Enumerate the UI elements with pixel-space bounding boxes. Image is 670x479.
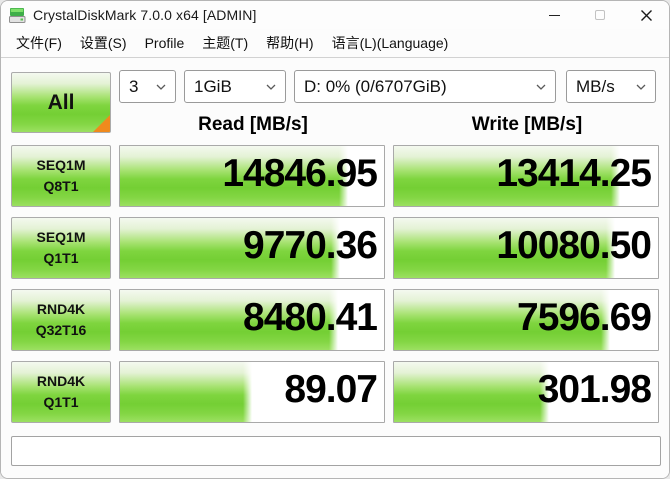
result-row-rnd4k-q1t1: RND4K Q1T1 89.07 301.98: [11, 361, 659, 423]
test-name: SEQ1M: [36, 157, 86, 173]
menu-profile[interactable]: Profile: [144, 35, 185, 51]
test-count-select[interactable]: 3: [119, 70, 176, 103]
read-result-cell: 9770.36: [119, 217, 385, 279]
read-result-cell: 8480.41: [119, 289, 385, 351]
test-queue-thread: Q1T1: [43, 250, 79, 266]
write-bar: [394, 146, 621, 206]
target-drive-value: D: 0% (0/6707GiB): [304, 76, 447, 96]
test-button-seq1m-q8t1[interactable]: SEQ1M Q8T1: [11, 145, 111, 207]
comment-input[interactable]: [11, 436, 661, 466]
write-result-cell: 301.98: [393, 361, 659, 423]
write-result-cell: 7596.69: [393, 289, 659, 351]
write-value: 10080.50: [496, 224, 652, 268]
settings-row: 3 1GiB D: 0% (0/6707GiB) MB/s: [119, 70, 656, 103]
minimize-icon: [548, 14, 560, 16]
test-button-rnd4k-q32t16[interactable]: RND4K Q32T16: [11, 289, 111, 351]
all-test-label: All: [47, 90, 75, 114]
test-queue-thread: Q8T1: [43, 178, 79, 194]
client-area: All 3 1GiB D: 0% (0/6707GiB) MB/s Read […: [1, 58, 669, 478]
menu-settings[interactable]: 设置(S): [79, 35, 127, 51]
write-bar: [394, 290, 610, 350]
close-button[interactable]: [623, 1, 669, 29]
title-bar: CrystalDiskMark 7.0.0 x64 [ADMIN]: [1, 1, 669, 29]
chevron-down-icon: [156, 84, 166, 90]
minimize-button[interactable]: [531, 1, 577, 29]
read-value: 8480.41: [243, 296, 378, 340]
write-column-header: Write [MB/s]: [471, 114, 583, 135]
result-row-seq1m-q1t1: SEQ1M Q1T1 9770.36 10080.50: [11, 217, 659, 279]
read-result-cell: 14846.95: [119, 145, 385, 207]
maximize-icon: [595, 10, 605, 20]
results-table: SEQ1M Q8T1 14846.95 13414.25 SEQ1M Q1T1: [11, 145, 659, 433]
read-column-header: Read [MB/s]: [198, 114, 308, 135]
read-value: 14846.95: [222, 152, 378, 196]
test-button-seq1m-q1t1[interactable]: SEQ1M Q1T1: [11, 217, 111, 279]
unit-select[interactable]: MB/s: [566, 70, 656, 103]
test-size-value: 1GiB: [194, 76, 232, 96]
write-value: 13414.25: [496, 152, 652, 196]
test-name: RND4K: [36, 373, 86, 389]
write-bar: [394, 362, 549, 422]
test-count-value: 3: [129, 76, 139, 96]
unit-value: MB/s: [576, 76, 615, 96]
menu-file[interactable]: 文件(F): [16, 35, 62, 51]
write-value: 301.98: [537, 368, 652, 412]
read-value: 89.07: [284, 368, 378, 412]
write-result-cell: 13414.25: [393, 145, 659, 207]
read-result-cell: 89.07: [119, 361, 385, 423]
target-drive-select[interactable]: D: 0% (0/6707GiB): [294, 70, 556, 103]
app-icon: [9, 7, 26, 24]
write-value: 7596.69: [517, 296, 652, 340]
menu-language[interactable]: 语言(L)(Language): [331, 35, 449, 51]
chevron-down-icon: [536, 84, 546, 90]
menu-theme[interactable]: 主题(T): [202, 35, 249, 51]
write-result-cell: 10080.50: [393, 217, 659, 279]
write-bar: [394, 218, 615, 278]
column-headers: Read [MB/s] Write [MB/s]: [1, 114, 669, 142]
all-corner-badge: [93, 115, 110, 132]
window-title: CrystalDiskMark 7.0.0 x64 [ADMIN]: [33, 7, 257, 23]
maximize-button[interactable]: [577, 1, 623, 29]
chevron-down-icon: [266, 84, 276, 90]
test-queue-thread: Q1T1: [43, 394, 79, 410]
chevron-down-icon: [636, 84, 646, 90]
test-size-select[interactable]: 1GiB: [184, 70, 286, 103]
result-row-seq1m-q8t1: SEQ1M Q8T1 14846.95 13414.25: [11, 145, 659, 207]
menu-help[interactable]: 帮助(H): [266, 35, 314, 51]
window-controls: [531, 1, 669, 29]
test-name: SEQ1M: [36, 229, 86, 245]
read-bar: [120, 362, 252, 422]
read-bar: [120, 218, 341, 278]
test-name: RND4K: [36, 301, 86, 317]
test-queue-thread: Q32T16: [35, 322, 87, 338]
read-bar: [120, 290, 338, 350]
close-icon: [640, 9, 652, 21]
menu-bar: 文件(F) 设置(S) Profile 主题(T) 帮助(H) 语言(L)(La…: [1, 29, 669, 58]
all-test-button[interactable]: All: [11, 72, 111, 133]
read-bar: [120, 146, 349, 206]
result-row-rnd4k-q32t16: RND4K Q32T16 8480.41 7596.69: [11, 289, 659, 351]
read-value: 9770.36: [243, 224, 378, 268]
test-button-rnd4k-q1t1[interactable]: RND4K Q1T1: [11, 361, 111, 423]
